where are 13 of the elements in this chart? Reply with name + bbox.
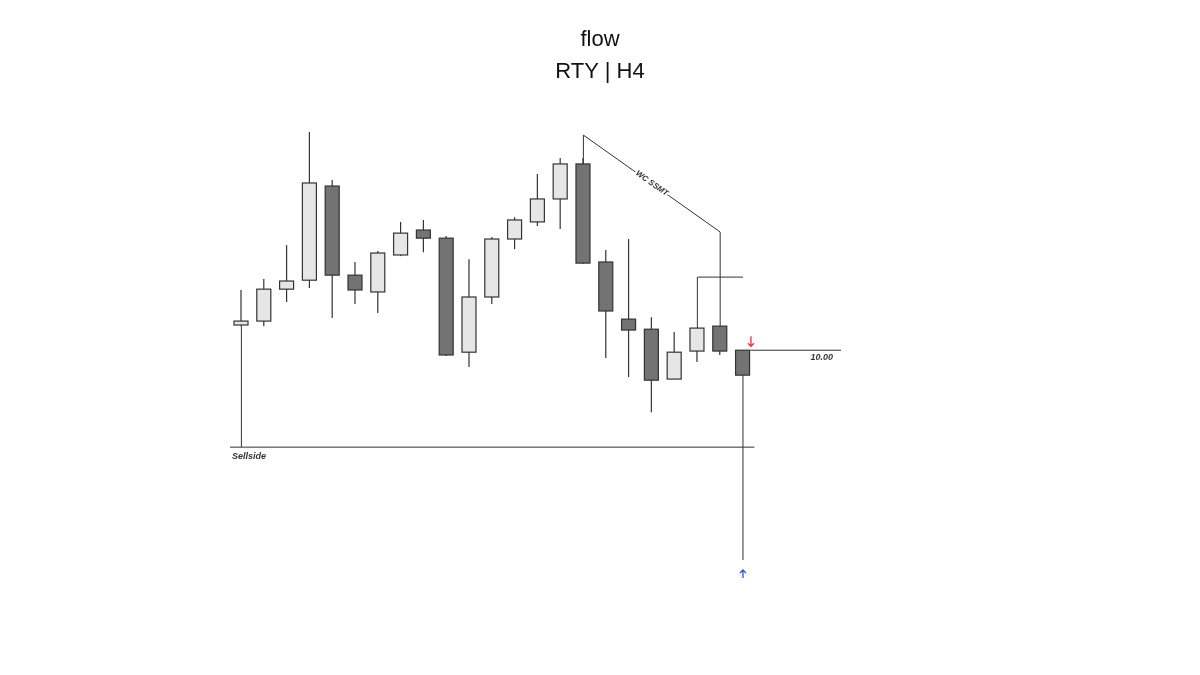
ref-line-label: Sellside bbox=[232, 451, 267, 462]
candlestick bbox=[279, 244, 295, 303]
candlestick bbox=[347, 261, 363, 305]
candlestick bbox=[620, 238, 637, 378]
candlestick bbox=[233, 289, 249, 327]
candlestick bbox=[506, 216, 523, 250]
candlestick bbox=[392, 221, 409, 257]
candlestick bbox=[689, 327, 705, 363]
chart-subtitle: RTY | H4 bbox=[554, 58, 646, 84]
chart-title: flow bbox=[579, 26, 621, 52]
candlestick bbox=[529, 173, 545, 227]
text: 10.00 bbox=[810, 352, 833, 363]
candlestick bbox=[415, 219, 431, 253]
